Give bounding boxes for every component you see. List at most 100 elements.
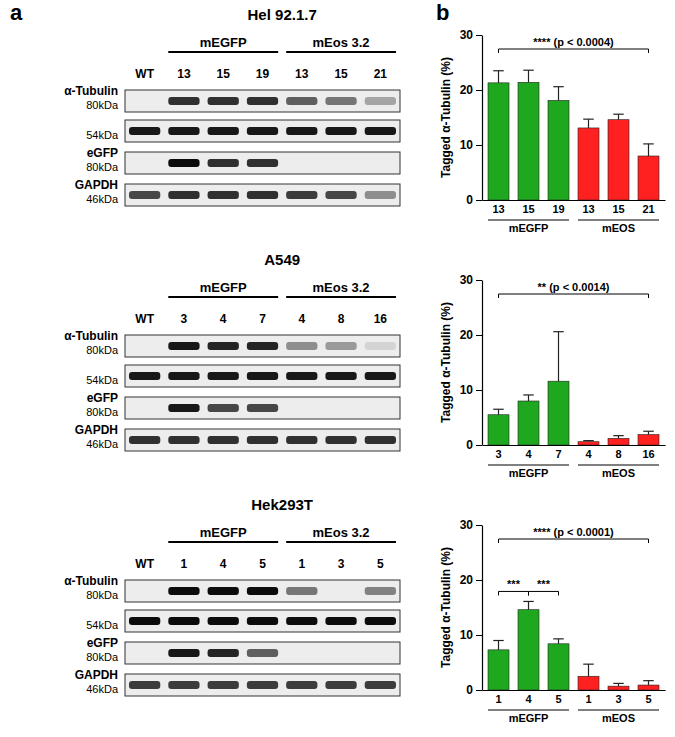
y-axis-title: Tagged α-Tubulin (%) <box>439 547 453 668</box>
lane-label: 19 <box>256 67 270 81</box>
band <box>365 127 396 135</box>
blot-box <box>125 642 400 664</box>
y-tick-label: 20 <box>460 83 474 97</box>
band <box>325 191 356 199</box>
error-bar <box>493 71 504 83</box>
group-line <box>488 710 569 711</box>
group-label: mEOS <box>602 222 635 234</box>
group-line <box>578 710 659 711</box>
band <box>129 649 160 657</box>
error-stem <box>588 664 589 676</box>
blot-box <box>125 674 400 696</box>
bar <box>608 686 629 690</box>
lane-label: 3 <box>338 557 345 571</box>
x-tick: 7 <box>555 448 561 460</box>
blot-box <box>125 120 400 142</box>
lane-label: 1 <box>298 557 305 571</box>
group-line <box>286 296 396 298</box>
y-tick: 0 <box>466 683 482 697</box>
y-tick-mark <box>476 690 482 691</box>
blot-box <box>125 397 400 419</box>
comparison-bracket <box>499 294 649 298</box>
error-cap <box>493 70 504 71</box>
protein-label: α-Tubulin <box>64 84 118 98</box>
error-cap <box>583 664 594 665</box>
protein-label: eGFP <box>87 636 118 650</box>
band <box>325 159 356 167</box>
x-tick: 15 <box>612 203 624 215</box>
band <box>247 649 278 657</box>
y-tick: 30 <box>460 518 482 532</box>
band <box>129 587 160 595</box>
size-label: 80kDa <box>86 406 119 418</box>
band <box>365 436 396 444</box>
error-bar <box>583 441 594 442</box>
figure: abHel 92.1.7mEGFPmEos 3.2WT131519131521α… <box>0 0 675 737</box>
y-tick-label: 10 <box>460 628 474 642</box>
band <box>365 191 396 199</box>
group-line <box>168 296 278 298</box>
error-cap <box>553 331 564 332</box>
y-tick-mark <box>476 335 482 336</box>
band <box>129 159 160 167</box>
y-tick-mark <box>476 200 482 201</box>
y-tick: 10 <box>460 383 482 397</box>
lane-label: WT <box>135 557 154 571</box>
blot-box <box>125 90 400 112</box>
comparison-label: *** <box>537 578 551 590</box>
bar <box>578 676 599 690</box>
band <box>168 191 199 199</box>
x-tick-label: 1 <box>585 693 591 705</box>
group-line <box>286 51 396 53</box>
band <box>208 342 239 350</box>
lane-label: 4 <box>220 312 227 326</box>
error-bar <box>553 87 564 101</box>
lane-label: 13 <box>295 67 309 81</box>
error-bar <box>613 683 624 686</box>
band <box>247 436 278 444</box>
comparison-bracket <box>529 591 559 595</box>
blot-panel: Hel 92.1.7mEGFPmEos 3.2WT131519131521α-T… <box>64 6 400 206</box>
band <box>168 97 199 105</box>
y-tick: 30 <box>460 28 482 42</box>
band <box>247 372 278 380</box>
bar <box>638 685 659 690</box>
band <box>247 191 278 199</box>
x-tick-label: 4 <box>525 448 532 460</box>
group-label: mEGFP <box>200 280 247 295</box>
bar <box>518 401 539 445</box>
comparison-label: **** (p < 0.0004) <box>533 36 614 48</box>
group-line <box>488 465 569 466</box>
error-bar <box>553 639 564 644</box>
x-tick: 19 <box>552 203 564 215</box>
band <box>365 587 396 595</box>
bar <box>548 381 569 445</box>
x-tick: 16 <box>642 448 654 460</box>
bar <box>548 644 569 690</box>
x-tick-label: 15 <box>612 203 624 215</box>
panel-label: a <box>10 0 23 25</box>
band <box>168 127 199 135</box>
x-tick-label: 13 <box>492 203 504 215</box>
error-bar <box>643 681 654 685</box>
x-tick: 1 <box>495 693 501 705</box>
group-label: mEOS <box>602 712 635 724</box>
x-axis-line <box>483 200 666 201</box>
x-tick-label: 3 <box>495 448 501 460</box>
band <box>365 681 396 689</box>
size-label: 46kDa <box>86 193 119 205</box>
band <box>208 97 239 105</box>
y-tick-label: 20 <box>460 328 474 342</box>
x-tick: 4 <box>525 448 532 460</box>
band <box>168 372 199 380</box>
group-line <box>168 51 278 53</box>
lane-label: 15 <box>217 67 231 81</box>
bar <box>488 650 509 690</box>
blot-box <box>125 365 400 387</box>
band <box>286 342 317 350</box>
lane-label: WT <box>135 312 154 326</box>
bar <box>548 100 569 200</box>
band <box>325 617 356 625</box>
error-stem <box>528 395 529 401</box>
bar-chart: 01020303474816mEGFPmEOSTagged α-Tubulin … <box>439 273 666 479</box>
